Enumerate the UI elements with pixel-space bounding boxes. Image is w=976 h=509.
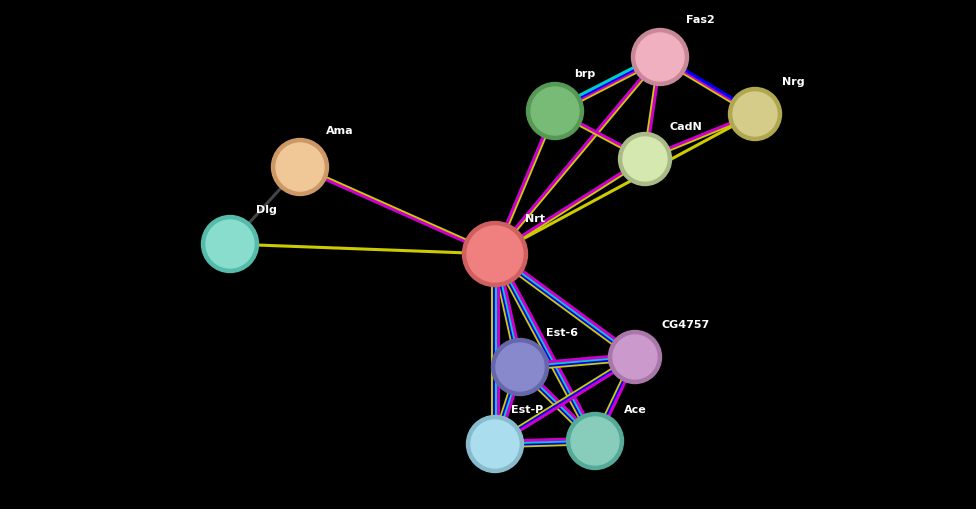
Circle shape	[206, 220, 254, 268]
Circle shape	[566, 412, 624, 469]
Circle shape	[271, 138, 329, 195]
Circle shape	[276, 143, 324, 191]
Circle shape	[467, 226, 523, 282]
Circle shape	[571, 417, 619, 465]
Text: Ace: Ace	[624, 405, 647, 415]
Circle shape	[623, 137, 667, 181]
Text: Ama: Ama	[326, 126, 353, 136]
Circle shape	[463, 221, 527, 287]
Text: brp: brp	[574, 69, 595, 79]
Circle shape	[613, 335, 657, 379]
Circle shape	[496, 343, 544, 391]
Text: Fas2: Fas2	[686, 15, 714, 25]
Circle shape	[631, 29, 688, 86]
Text: Est-6: Est-6	[546, 328, 578, 338]
Text: CG4757: CG4757	[662, 320, 711, 330]
Circle shape	[608, 330, 662, 383]
Text: Est-P: Est-P	[511, 405, 544, 415]
Circle shape	[471, 420, 519, 468]
Text: Nrt: Nrt	[525, 214, 545, 224]
Circle shape	[526, 82, 584, 139]
Text: CadN: CadN	[669, 122, 702, 132]
Circle shape	[733, 92, 777, 136]
Text: Nrg: Nrg	[782, 77, 804, 87]
Circle shape	[531, 87, 579, 135]
Text: Dlg: Dlg	[256, 205, 277, 215]
Circle shape	[467, 415, 523, 472]
Circle shape	[492, 338, 549, 395]
Circle shape	[636, 33, 684, 81]
Circle shape	[201, 215, 259, 272]
Circle shape	[728, 88, 782, 140]
Circle shape	[619, 132, 671, 185]
